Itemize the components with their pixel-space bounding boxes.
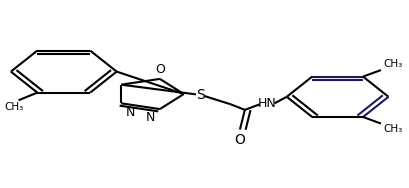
Text: CH₃: CH₃ (384, 124, 403, 134)
Text: HN: HN (258, 97, 276, 110)
Text: O: O (234, 133, 245, 147)
Text: N: N (146, 111, 155, 124)
Text: O: O (155, 63, 165, 76)
Text: CH₃: CH₃ (4, 102, 24, 112)
Text: S: S (196, 88, 204, 102)
Text: N: N (126, 106, 135, 119)
Text: CH₃: CH₃ (384, 59, 403, 69)
